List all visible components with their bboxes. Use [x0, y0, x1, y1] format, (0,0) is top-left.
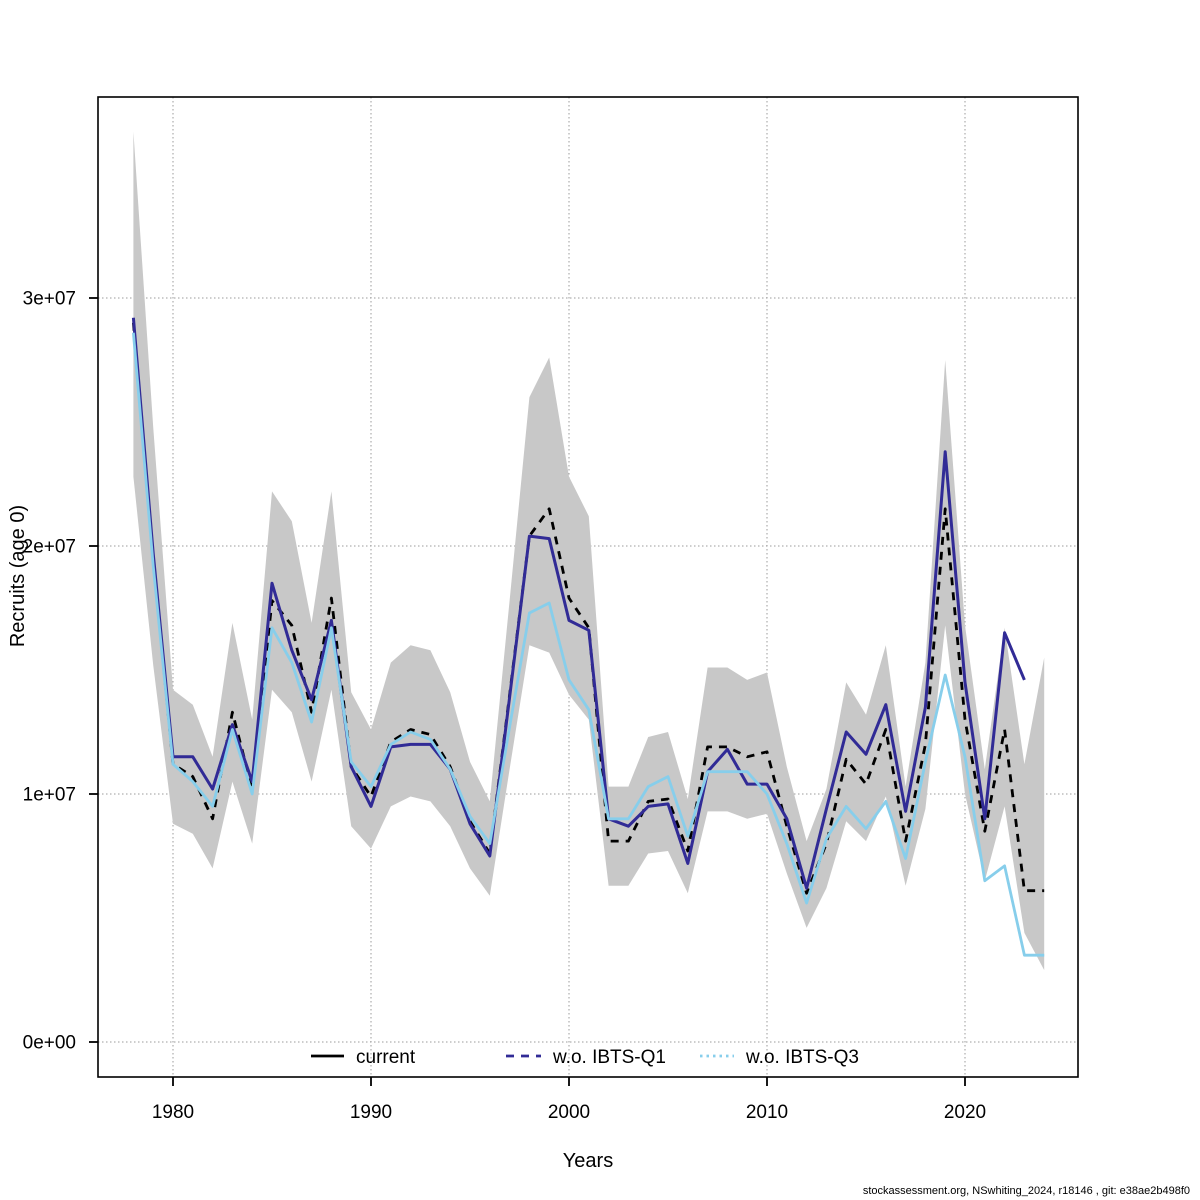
series-line-w-o-ibts-q1	[131, 317, 1026, 890]
y-tick-label: 3e+07	[23, 289, 76, 310]
x-tick-label: 1980	[152, 1102, 194, 1123]
confidence-band	[133, 131, 1045, 971]
x-tick-label: 2020	[944, 1102, 986, 1123]
series-line-w-o-ibts-q3	[132, 332, 1045, 957]
x-tick-label: 1990	[350, 1102, 392, 1123]
legend-item-current: current	[311, 1047, 416, 1068]
y-tick-label: 1e+07	[23, 785, 76, 806]
legend-label-wo-ibts-q3: w.o. IBTS-Q3	[745, 1047, 859, 1068]
x-axis-title: Years	[563, 1150, 613, 1172]
series-lines	[131, 317, 1045, 957]
x-tick-labels: 1980 1990 2000 2010 2020	[152, 1102, 986, 1123]
legend-item-wo-ibts-q3: w.o. IBTS-Q3	[700, 1047, 859, 1068]
legend-label-wo-ibts-q1: w.o. IBTS-Q1	[552, 1047, 666, 1068]
legend-label-current: current	[356, 1047, 416, 1068]
y-tick-label: 2e+07	[23, 537, 76, 558]
y-tick-labels: 0e+00 1e+07 2e+07 3e+07	[23, 289, 76, 1054]
x-tick-label: 2000	[548, 1102, 590, 1123]
footer-attribution: stockassessment.org, NSwhiting_2024, r18…	[863, 1185, 1190, 1197]
axis-ticks	[89, 297, 966, 1086]
plot-border	[97, 96, 1079, 1078]
legend: current w.o. IBTS-Q1 w.o. IBTS-Q3	[311, 1047, 859, 1068]
y-tick-label: 0e+00	[23, 1033, 76, 1054]
y-axis-title: Recruits (age 0)	[7, 505, 29, 647]
x-tick-label: 2010	[746, 1102, 788, 1123]
legend-item-wo-ibts-q1: w.o. IBTS-Q1	[506, 1047, 666, 1068]
confidence-band-polygon	[133, 131, 1045, 971]
series-line-current	[132, 322, 1045, 895]
